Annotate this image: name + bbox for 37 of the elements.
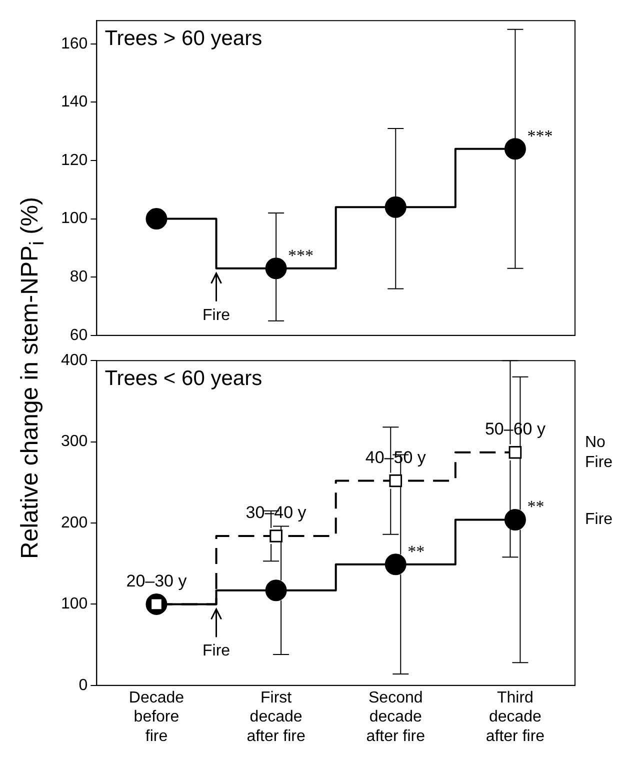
text: No Fire — [585, 434, 613, 471]
y-tick-label: 100 — [60, 596, 88, 613]
chart-title: Trees > 60 years — [104, 26, 262, 50]
annotation: *** — [288, 246, 314, 265]
point — [270, 530, 282, 542]
annotation: Fire — [202, 306, 230, 324]
chart-title: Trees < 60 years — [104, 366, 262, 390]
y-tick-label: 0 — [78, 676, 88, 694]
point — [504, 509, 526, 530]
x-tick-label: Decade before fire — [128, 689, 184, 745]
point — [265, 580, 287, 602]
annotation: Fire — [202, 642, 230, 660]
point — [384, 196, 406, 218]
y-tick-label: 300 — [60, 433, 88, 450]
annotation: ** — [408, 542, 425, 561]
annotation: ** — [527, 497, 544, 516]
point — [508, 446, 522, 459]
y-tick-label: 200 — [60, 514, 88, 532]
text: Fire — [585, 511, 613, 528]
x-tick-label: Third decade after fire — [486, 689, 545, 745]
point — [389, 474, 402, 488]
x-tick-label: First decade after fire — [246, 689, 306, 745]
point — [384, 554, 406, 576]
y-tick-label: 160 — [60, 35, 88, 52]
point — [146, 208, 168, 230]
y-tick-label: 100 — [60, 210, 88, 228]
y-tick-label: 80 — [70, 268, 88, 286]
y-tick-label: 140 — [60, 94, 88, 111]
point — [265, 258, 287, 280]
x-tick-label: Second decade after fire — [366, 689, 426, 745]
y-tick-label: 120 — [60, 152, 88, 169]
y-tick-label: 60 — [70, 326, 88, 344]
y-tick-label: 400 — [60, 352, 88, 370]
annotation: 20–30 y — [126, 571, 188, 590]
point — [504, 138, 526, 160]
annotation: *** — [527, 126, 553, 146]
annotation: 30–40 y — [246, 503, 307, 522]
